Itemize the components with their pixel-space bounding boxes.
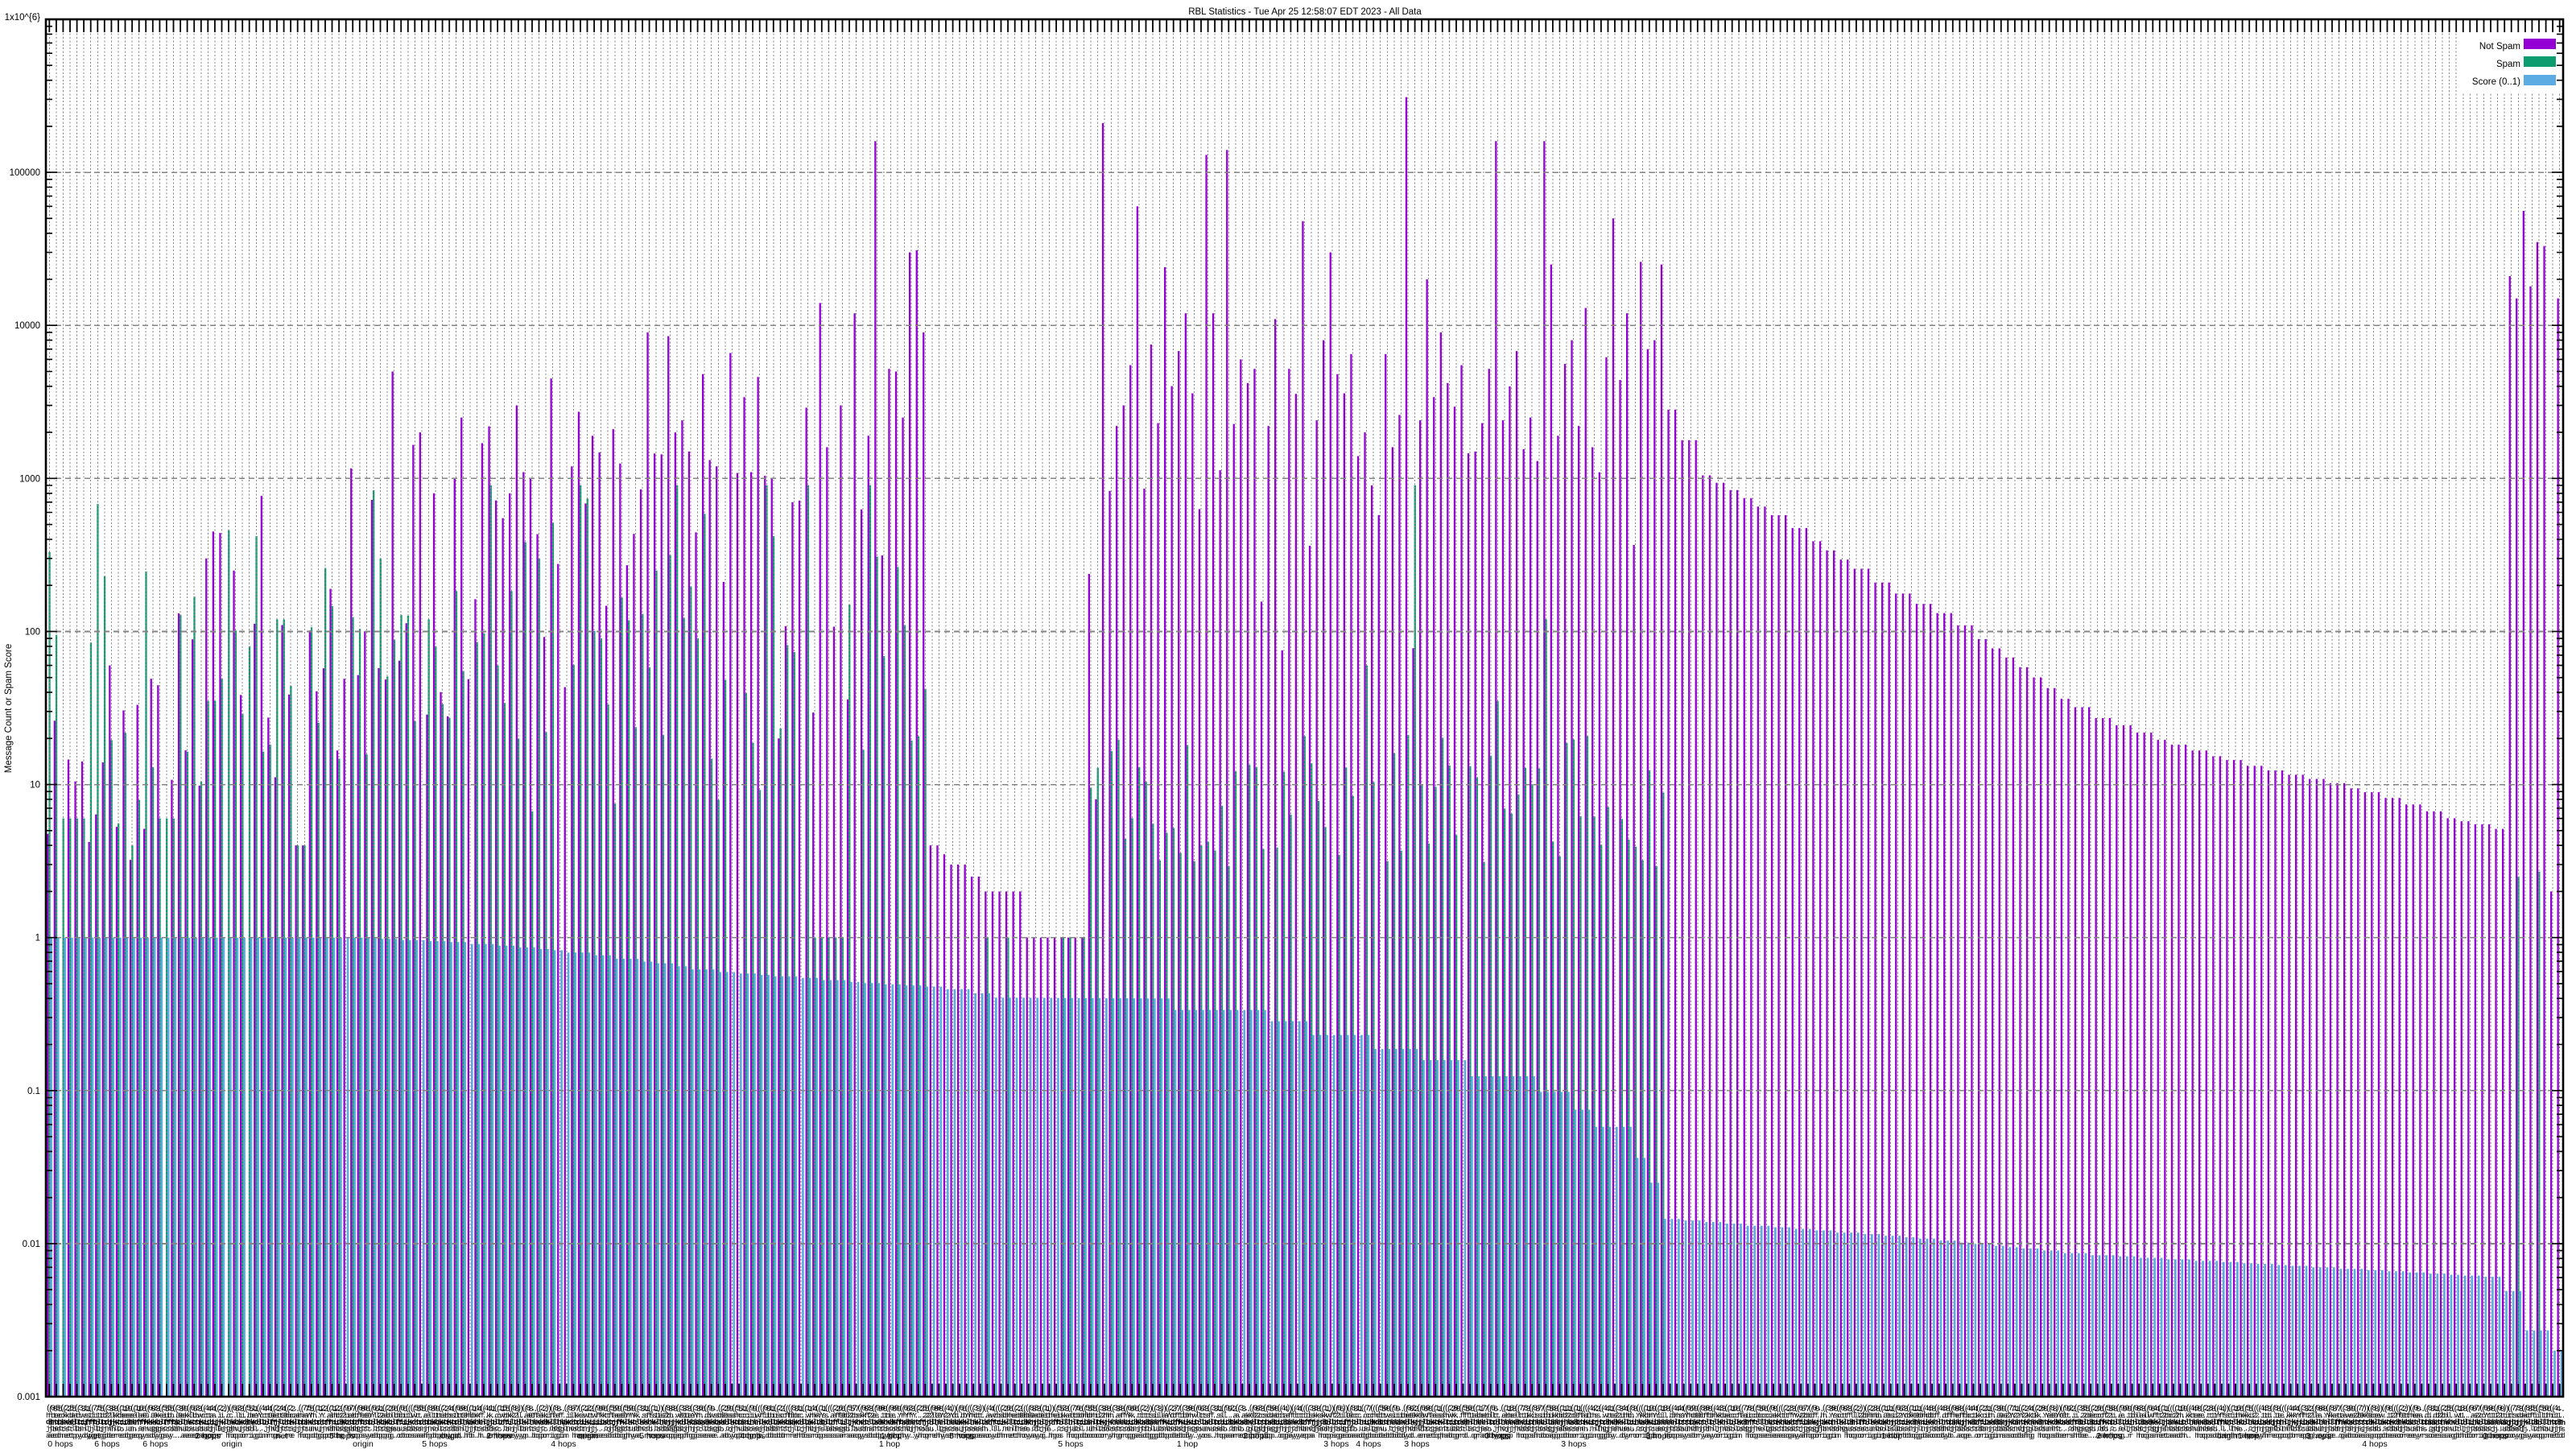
svg-text:1 hop: 1 hop: [881, 1431, 902, 1441]
svg-text:2 hops: 2 hops: [2096, 1431, 2122, 1441]
svg-text:100000: 100000: [10, 168, 40, 178]
svg-text:4 hops: 4 hops: [551, 1439, 576, 1449]
svg-text:origin1 hop: origin1 hop: [2217, 1431, 2259, 1441]
svg-text:5 hops: 5 hops: [1058, 1439, 1084, 1449]
svg-text:3 hops: 3 hops: [1561, 1439, 1587, 1449]
svg-text:1x10^{6}: 1x10^{6}: [5, 13, 41, 23]
svg-text:2 hops: 2 hops: [195, 1431, 221, 1441]
svg-text:2 hops: 2 hops: [1243, 1431, 1269, 1441]
svg-text:origin: origin: [440, 1431, 461, 1441]
svg-text:1 hop: 1 hop: [1177, 1439, 1198, 1449]
svg-text:1000: 1000: [19, 474, 40, 484]
svg-text:3 hops: 3 hops: [1645, 1431, 1671, 1441]
svg-text:0 hops: 0 hops: [47, 1439, 73, 1449]
svg-text:4 hops: 4 hops: [740, 1431, 766, 1441]
svg-text:4 hops: 4 hops: [2362, 1439, 2388, 1449]
svg-text:2 hops: 2 hops: [486, 1431, 512, 1441]
svg-text:origin: origin: [221, 1439, 242, 1449]
svg-text:3 hops: 3 hops: [1404, 1439, 1430, 1449]
svg-text:6 hops: 6 hops: [142, 1439, 168, 1449]
svg-text:6 hops: 6 hops: [94, 1439, 120, 1449]
svg-text:0.001: 0.001: [17, 1393, 40, 1402]
svg-text:Message Count or Spam Score: Message Count or Spam Score: [4, 644, 14, 773]
svg-text:1: 1: [35, 934, 40, 943]
svg-text:5 hops: 5 hops: [329, 1431, 355, 1441]
svg-text:5 hops: 5 hops: [639, 1431, 665, 1441]
svg-text:0.1: 0.1: [27, 1087, 40, 1096]
svg-text:Not Spam: Not Spam: [2479, 42, 2520, 52]
svg-text:4 hops: 4 hops: [1356, 1439, 1381, 1449]
svg-text:Spam: Spam: [2496, 60, 2520, 69]
svg-text:100: 100: [25, 627, 40, 637]
svg-text:0 hops: 0 hops: [2483, 1431, 2508, 1441]
svg-text:5 hops: 5 hops: [949, 1431, 975, 1441]
svg-text:origin: origin: [353, 1439, 374, 1449]
svg-text:1 hop: 1 hop: [1881, 1431, 1902, 1441]
svg-text:0 hops: 0 hops: [1484, 1431, 1510, 1441]
svg-text:origin: origin: [577, 1431, 598, 1441]
svg-text:RBL Statistics - Tue Apr 25 12: RBL Statistics - Tue Apr 25 12:58:07 EDT…: [1188, 7, 1422, 17]
svg-text:net: net: [276, 1431, 288, 1441]
svg-text:10000: 10000: [14, 321, 40, 331]
svg-text:3 hops: 3 hops: [1323, 1439, 1349, 1449]
svg-text:10: 10: [30, 781, 40, 790]
svg-text:0.01: 0.01: [23, 1240, 40, 1249]
svg-text:3 hops: 3 hops: [2306, 1431, 2331, 1441]
svg-text:Score (0..1): Score (0..1): [2472, 77, 2520, 87]
